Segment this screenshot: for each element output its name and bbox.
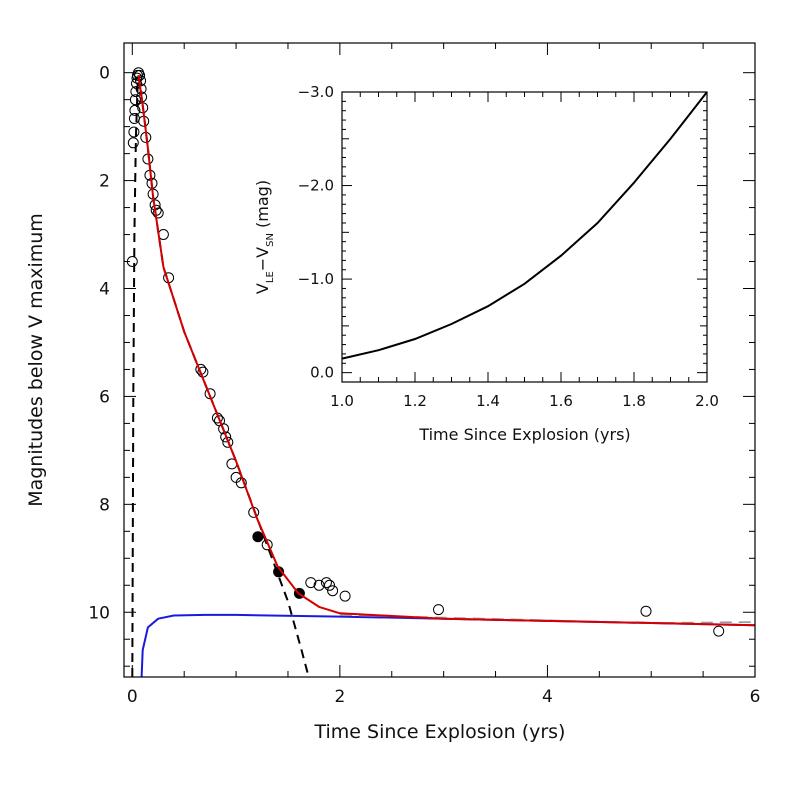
data-point-open: [230, 471, 242, 483]
inset-y-tick-label: 0.0: [310, 364, 334, 382]
inset-y-label-minus: −: [253, 258, 272, 271]
data-point-open: [129, 104, 141, 116]
inset-x-tick-label: 2.0: [695, 392, 719, 410]
series-dashed-sn-decline: [137, 75, 310, 677]
inset-x-tick-label: 1.6: [549, 392, 573, 410]
inset-y-axis-label: VLE−VSN (mag): [253, 180, 276, 294]
y-tick-label: 8: [99, 495, 110, 515]
inset-y-tick-label: −3.0: [298, 83, 334, 101]
inset-y-label-sub-le: LE: [265, 271, 276, 283]
data-point-open: [327, 585, 339, 597]
inset-data-layer: [341, 91, 708, 360]
main-plot-frame: [123, 42, 756, 678]
inset-y-label-unit: (mag): [253, 180, 272, 228]
data-point-open: [128, 126, 140, 138]
inset-series-line: [341, 91, 708, 360]
y-tick-label: 10: [88, 603, 110, 623]
data-point-open: [339, 590, 351, 602]
main-x-tick-labels: 0 2 4 6: [127, 687, 761, 707]
data-point-open: [305, 577, 317, 589]
inset-background: [342, 92, 707, 382]
data-point-open: [222, 436, 234, 448]
inset-x-tick-labels: 1.0 1.2 1.4 1.6 1.8 2.0: [330, 392, 719, 410]
series-dashed-light-echo-tail: [339, 614, 755, 624]
inset-y-tick-label: −2.0: [298, 177, 334, 195]
data-point-open: [713, 625, 725, 637]
x-tick-label: 6: [750, 687, 761, 707]
y-tick-label: 6: [99, 387, 110, 407]
y-tick-label: 2: [99, 172, 110, 192]
inset-x-tick-label: 1.4: [476, 392, 500, 410]
y-tick-label: 0: [99, 64, 110, 84]
data-point-open: [218, 423, 230, 435]
inset-x-tick-label: 1.2: [403, 392, 427, 410]
data-point-open: [152, 207, 164, 219]
inset-plot: 1.0 1.2 1.4 1.6 1.8 2.0 0.0 −1.0 −2.0 −3.0 Time …: [253, 83, 719, 444]
data-point-open: [320, 577, 332, 589]
data-point-open: [127, 137, 139, 149]
main-x-axis-label: Time Since Explosion (yrs): [314, 721, 566, 743]
inset-x-axis-label: Time Since Explosion (yrs): [418, 425, 630, 444]
series-line-total-model: [137, 75, 755, 627]
inset-y-label-sub-sn: SN: [265, 233, 276, 247]
inset-y-tick-label: −1.0: [298, 270, 334, 288]
inset-x-tick-label: 1.8: [622, 392, 646, 410]
data-point-open: [640, 605, 652, 617]
inset-y-label-v2: V: [253, 247, 272, 258]
inset-x-tick-label: 1.0: [330, 392, 354, 410]
inset-y-label-v: V: [253, 283, 272, 294]
data-point-filled: [252, 531, 264, 543]
x-tick-label: 2: [334, 687, 345, 707]
main-data-layer: [126, 67, 755, 677]
x-tick-label: 0: [127, 687, 138, 707]
svg-text:VLE−VSN (mag): VLE−VSN (mag): [253, 180, 276, 294]
series-dashed-sn-peak: [131, 75, 140, 677]
data-point-open: [220, 431, 232, 443]
inset-y-tick-labels: 0.0 −1.0 −2.0 −3.0: [298, 83, 334, 382]
y-tick-label: 4: [99, 280, 110, 300]
data-point-open: [433, 604, 444, 616]
x-tick-label: 4: [542, 687, 553, 707]
main-y-tick-labels: 0 2 4 6 8 10: [88, 64, 110, 624]
data-point-open: [324, 579, 335, 591]
data-point-open: [129, 94, 141, 106]
main-y-axis-label: Magnitudes below V maximum: [25, 213, 47, 507]
inset-plot-frame: [341, 91, 708, 383]
